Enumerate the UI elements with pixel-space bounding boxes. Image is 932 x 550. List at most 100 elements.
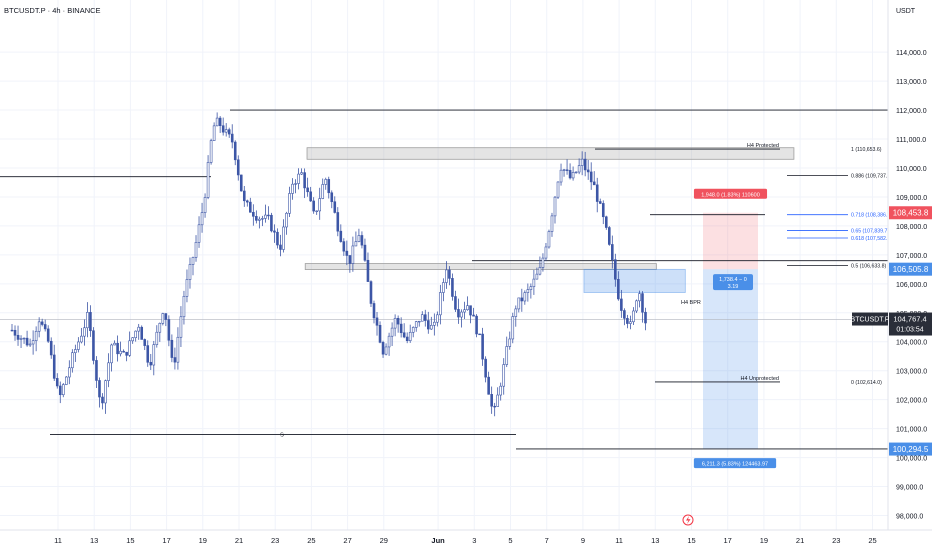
price-tick-label: 114,000.0 (896, 50, 927, 57)
candle-down (348, 255, 352, 264)
candle-down (173, 357, 177, 363)
time-tick-label: 11 (615, 536, 623, 545)
candle-down (484, 358, 487, 378)
candle-up (390, 327, 394, 337)
candle-up (574, 171, 578, 174)
candle-up (526, 289, 530, 293)
reward-label: 6,211.3 (5.83%) 124463.97 (702, 462, 768, 468)
candle-down (143, 339, 147, 346)
candle-up (197, 224, 201, 243)
candle-down (239, 174, 243, 192)
candle-up (577, 165, 581, 173)
candle-up (387, 335, 391, 348)
candle-down (405, 336, 409, 342)
candle-up (212, 125, 216, 141)
time-axis[interactable]: 11 13 15 17 19 21 23 25 27 29 Jun 3 5 7 9 11 13 15 17 19 21 2… (54, 536, 877, 545)
candle-down (46, 328, 50, 342)
fib-label: 0.886 (109,737.1) (851, 174, 892, 180)
candle-down (25, 337, 29, 346)
candle-up (113, 342, 116, 346)
candle-up (297, 173, 300, 184)
symbol-price-badge (852, 312, 888, 326)
candle-down (369, 281, 373, 304)
candle-up (224, 129, 228, 133)
candle-up (538, 267, 542, 275)
candle-down (170, 339, 174, 358)
candle-down (122, 350, 125, 353)
candle-up (442, 282, 445, 293)
stop-loss-area[interactable] (703, 212, 758, 270)
candle-up (580, 158, 584, 166)
candle-down (58, 385, 62, 396)
time-tick-label: 13 (90, 536, 98, 545)
candle-down (589, 171, 593, 183)
candle-up (152, 344, 156, 366)
stop-price-tag-bg (889, 206, 932, 220)
time-axis-bg[interactable] (0, 530, 888, 550)
candle-down (360, 235, 364, 246)
candle-down (345, 250, 349, 256)
risk-label-bg (693, 188, 768, 199)
candle-up (514, 308, 518, 317)
candle-down (402, 332, 406, 338)
candle-up (445, 269, 448, 283)
candle-down (339, 230, 343, 242)
fib-label: 0.718 (108,386.4) (851, 213, 892, 219)
take-profit-area[interactable] (703, 269, 758, 450)
candle-up (547, 231, 551, 248)
candle-up (321, 184, 325, 199)
short-position-tool[interactable] (703, 212, 758, 450)
candle-up (294, 183, 297, 185)
candle-up (439, 292, 442, 316)
candle-up (550, 215, 554, 232)
price-tick-label: 112,000.0 (896, 108, 927, 115)
candle-down (586, 169, 590, 173)
candle-up (282, 226, 285, 250)
candle-up (466, 305, 469, 311)
price-axis[interactable]: 114,000.0 113,000.0 112,000.0 111,000.0 110,… (896, 50, 927, 520)
candle-down (125, 351, 128, 356)
position-info-line2: 3.19 (728, 284, 739, 290)
drawing-labels: 1 (110,653.6) 0.886 (109,737.1) 0.718 (108… (280, 143, 892, 469)
candle-up (499, 385, 503, 396)
drawing-lines[interactable] (0, 109, 888, 450)
candle-up (206, 162, 210, 198)
candle-up (158, 323, 162, 333)
candle-down (98, 380, 101, 398)
time-tick-label: 27 (343, 536, 351, 545)
candle-down (342, 241, 346, 252)
candle-up (128, 340, 131, 356)
price-tick-label: 111,000.0 (896, 137, 926, 144)
time-tick-label: 19 (760, 536, 768, 545)
candle-up (137, 326, 140, 332)
candle-down (233, 141, 237, 161)
candle-up (562, 169, 566, 171)
candle-down (246, 200, 249, 203)
price-tick-label: 98,000.0 (896, 514, 923, 521)
h4-protected-label: H4 Protected (747, 143, 779, 149)
candle-up (517, 297, 521, 310)
candle-up (155, 331, 159, 345)
candle-down (454, 296, 457, 310)
candles (10, 112, 647, 417)
candle-up (357, 235, 361, 242)
price-tick-label: 109,000.0 (896, 195, 927, 202)
candle-down (267, 214, 270, 217)
candle-up (571, 172, 575, 179)
price-tick-label: 101,000.0 (896, 427, 927, 434)
candle-down (366, 259, 370, 282)
candle-down (330, 192, 334, 203)
lightning-icon[interactable] (682, 514, 694, 526)
candle-up (107, 362, 110, 381)
candle-up (324, 179, 328, 185)
candle-down (164, 313, 168, 320)
candle-down (249, 201, 252, 213)
candle-up (532, 278, 536, 288)
position-info-bg (713, 274, 753, 291)
candle-up (430, 324, 433, 330)
candle-down (327, 179, 331, 194)
candle-down (487, 376, 490, 395)
candle-down (423, 314, 427, 321)
